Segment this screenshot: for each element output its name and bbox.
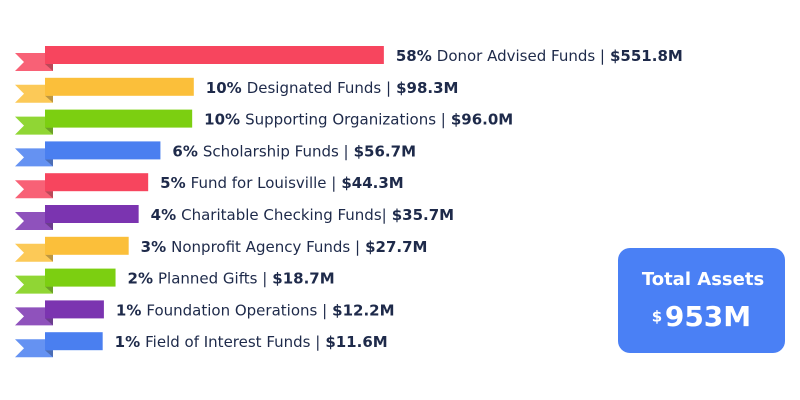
ribbon-tail	[15, 307, 53, 326]
bar-label: 6% Scholarship Funds | $56.7M	[172, 142, 416, 160]
bar-label: 3% Nonprofit Agency Funds | $27.7M	[141, 237, 428, 255]
total-box	[618, 248, 785, 353]
ribbon-tail	[15, 339, 53, 358]
bar	[45, 109, 193, 128]
category-label: Donor Advised Funds |	[437, 47, 605, 65]
bar-label: 2% Planned Gifts | $18.7M	[128, 269, 335, 287]
percent-label: 10%	[204, 110, 240, 128]
bar-label: 10% Supporting Organizations | $96.0M	[204, 110, 513, 128]
ribbon-fold	[45, 286, 53, 294]
bar	[45, 268, 116, 287]
ribbon-tail	[15, 53, 53, 71]
ribbon-fold	[45, 64, 53, 71]
bar	[45, 141, 161, 160]
bar-label: 5% Fund for Louisville | $44.3M	[160, 174, 404, 192]
value-label: $98.3M	[396, 78, 458, 96]
ribbon-fold	[45, 191, 53, 199]
ribbon-fold	[45, 159, 53, 167]
value-label: $44.3M	[341, 174, 403, 192]
percent-label: 4%	[151, 206, 176, 224]
category-label: Charitable Checking Funds|	[181, 206, 387, 224]
ribbon-fold	[45, 223, 53, 230]
bar	[45, 300, 104, 319]
percent-label: 58%	[396, 47, 432, 65]
category-label: Field of Interest Funds |	[145, 333, 320, 351]
ribbon-fold	[45, 95, 53, 103]
bar	[45, 173, 149, 192]
bar	[45, 205, 139, 223]
ribbon-tail	[15, 180, 53, 199]
percent-label: 1%	[116, 301, 141, 319]
value-label: $12.2M	[332, 301, 394, 319]
ribbon-tail	[15, 84, 53, 103]
ribbon-fold	[45, 318, 53, 326]
ribbon-tail	[15, 243, 53, 262]
total-currency: $	[652, 308, 662, 326]
bar-label: 1% Field of Interest Funds | $11.6M	[115, 333, 388, 351]
value-label: $56.7M	[354, 142, 416, 160]
ribbon-tail	[15, 212, 53, 230]
category-label: Supporting Organizations |	[245, 110, 446, 128]
bar	[45, 332, 103, 351]
bar	[45, 77, 194, 96]
ribbon-fold	[45, 350, 53, 358]
bar-label: 1% Foundation Operations | $12.2M	[116, 301, 395, 319]
value-label: $27.7M	[365, 237, 427, 255]
total-value: 953M	[665, 300, 751, 333]
category-label: Designated Funds |	[247, 78, 391, 96]
percent-label: 10%	[206, 78, 242, 96]
percent-label: 1%	[115, 333, 140, 351]
ribbon-fold	[45, 254, 53, 262]
total-label: Total Assets	[642, 269, 764, 290]
percent-label: 3%	[141, 237, 166, 255]
value-label: $18.7M	[272, 269, 334, 287]
bar-label: 4% Charitable Checking Funds| $35.7M	[151, 206, 454, 224]
ribbon-tail	[15, 116, 53, 135]
ribbon-fold	[45, 127, 53, 135]
category-label: Scholarship Funds |	[203, 142, 349, 160]
bar	[45, 46, 384, 64]
percent-label: 6%	[172, 142, 197, 160]
percent-label: 2%	[128, 269, 153, 287]
value-label: $11.6M	[325, 333, 387, 351]
value-label: $96.0M	[451, 110, 513, 128]
percent-label: 5%	[160, 174, 185, 192]
bar	[45, 236, 129, 255]
bar-label: 10% Designated Funds | $98.3M	[206, 78, 459, 96]
category-label: Nonprofit Agency Funds |	[171, 237, 360, 255]
bar-label: 58% Donor Advised Funds | $551.8M	[396, 47, 683, 65]
ribbon-tail	[15, 275, 53, 294]
category-label: Foundation Operations |	[146, 301, 327, 319]
category-label: Planned Gifts |	[158, 269, 267, 287]
category-label: Fund for Louisville |	[191, 174, 337, 192]
value-label: $551.8M	[610, 47, 683, 65]
value-label: $35.7M	[392, 206, 454, 224]
ribbon-tail	[15, 148, 53, 167]
